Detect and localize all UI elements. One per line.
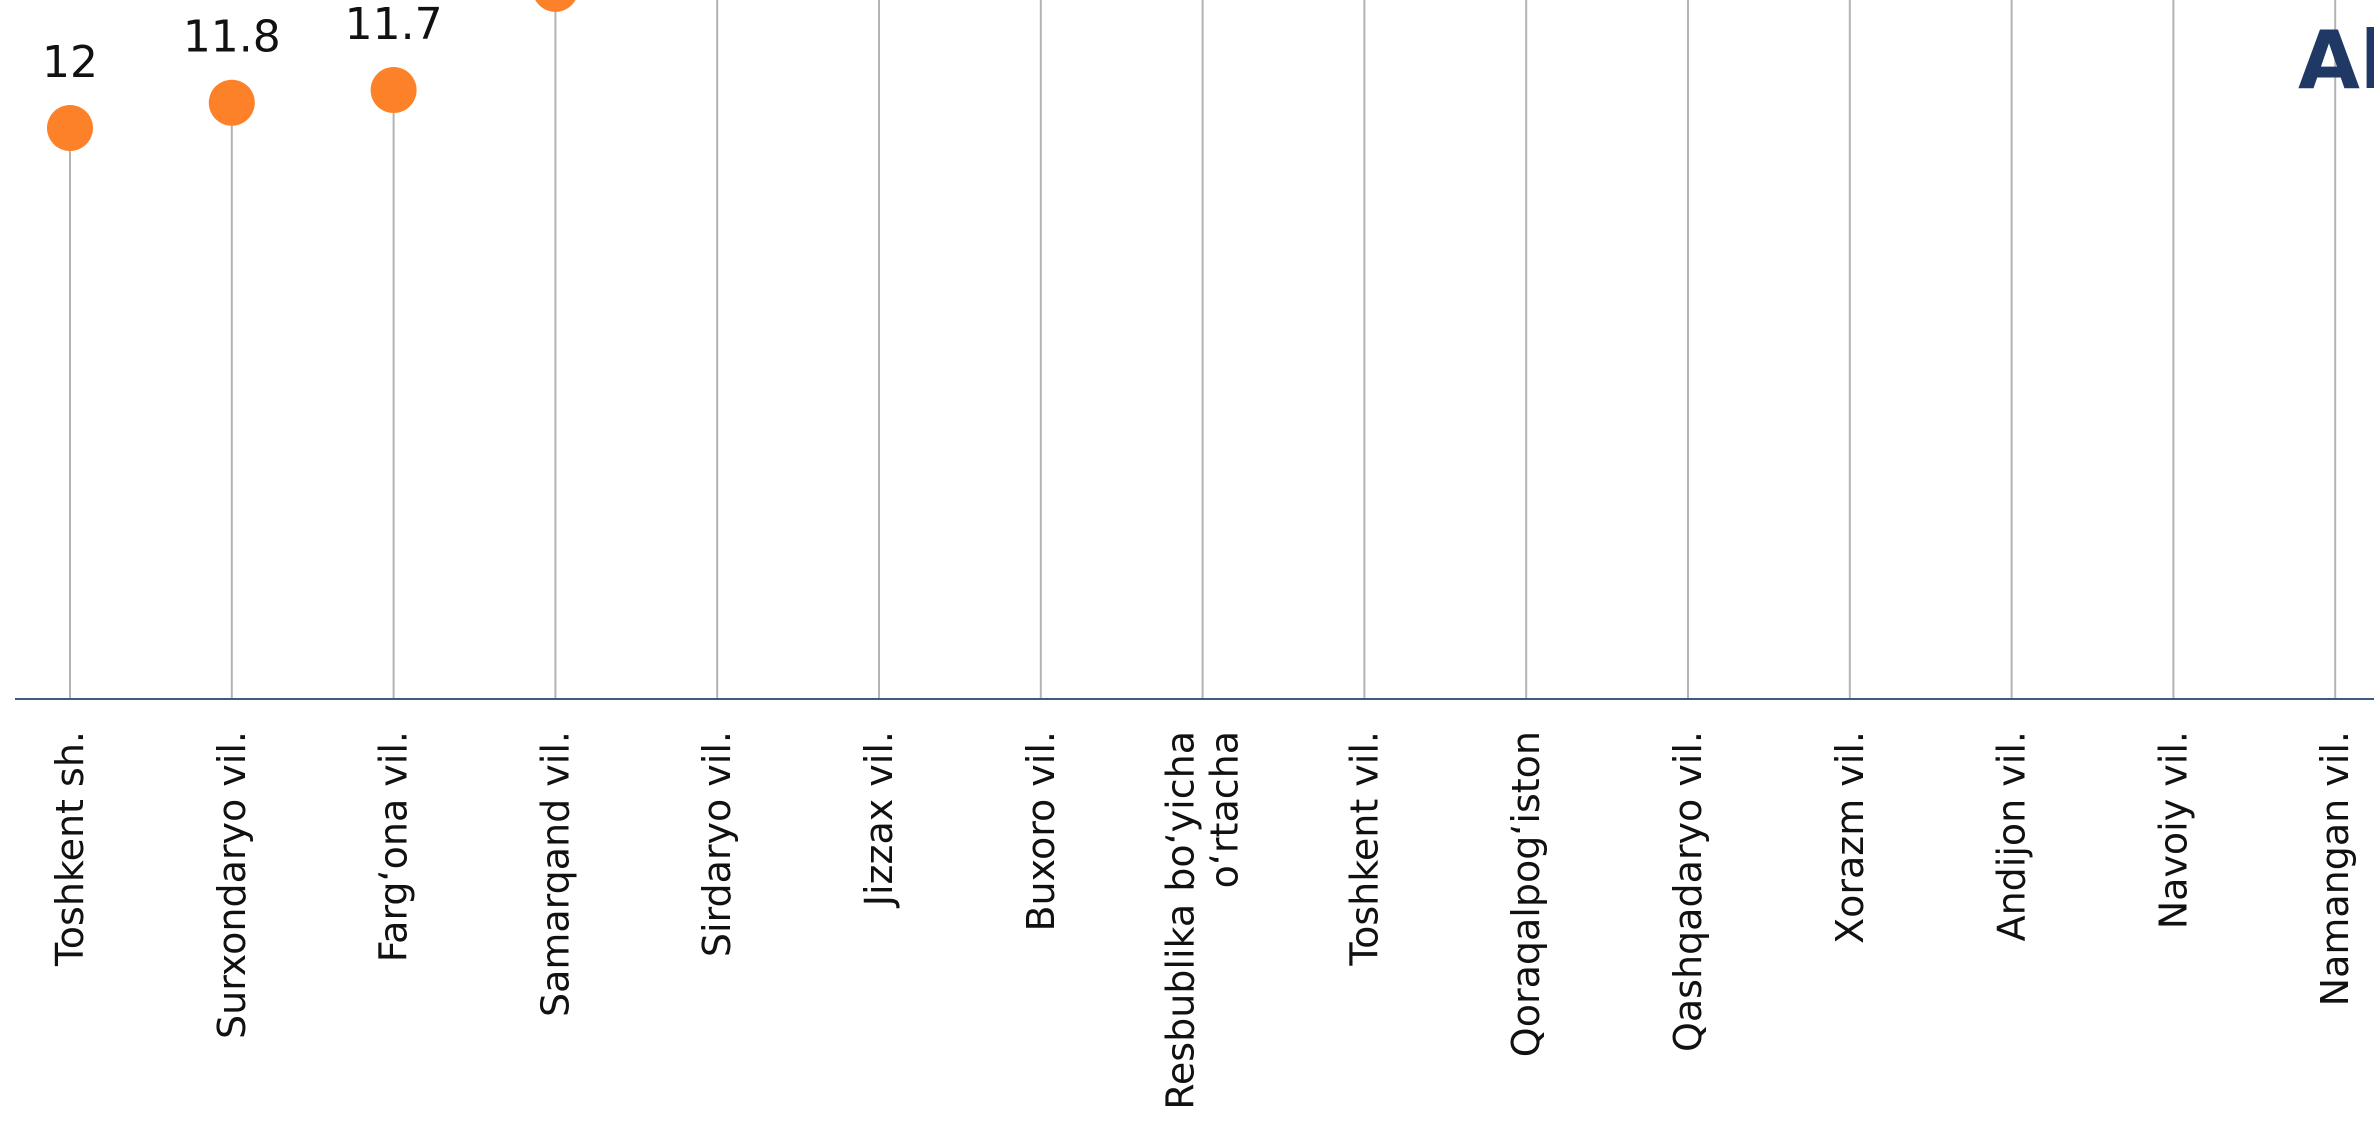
category-label: Sirdaryo vil.	[695, 731, 739, 957]
category-label-line: Surxondaryo vil.	[210, 731, 254, 1039]
category-label: Surxondaryo vil.	[210, 731, 254, 1039]
category-label-line: Resbublika bo‘yicha	[1159, 731, 1203, 1110]
data-label: 11.8	[183, 12, 281, 63]
category-label: Toshkent vil.	[1342, 731, 1386, 967]
category-label-line: Jizzax vil.	[857, 731, 901, 908]
category-label: Jizzax vil.	[857, 731, 901, 908]
category-label-line: Samarqand vil.	[533, 731, 577, 1017]
category-label: Samarqand vil.	[533, 731, 577, 1017]
category-label: Navoiy vil.	[2151, 731, 2195, 929]
lollipop-point	[208, 79, 255, 126]
category-label-line: Namangan vil.	[2313, 731, 2357, 1006]
category-label: Buxoro vil.	[1019, 731, 1063, 932]
lollipop-point	[47, 105, 93, 151]
category-label-line: Xorazm vil.	[1828, 731, 1872, 944]
category-label-line: Farg‘ona vil.	[372, 731, 416, 962]
category-label: Farg‘ona vil.	[372, 731, 416, 962]
data-label: 11.7	[345, 0, 443, 50]
category-label: Namangan vil.	[2313, 731, 2357, 1006]
data-label: 12	[42, 37, 98, 88]
category-label-line: Toshkent sh.	[48, 731, 92, 967]
chart-marks: 12 Toshkent sh. 11.8 Surxondaryo vil. 11.7 Fa…	[42, 0, 2357, 1110]
category-label-line: Navoiy vil.	[2151, 731, 2195, 929]
category-label-line: Qashqadaryo vil.	[1666, 731, 1710, 1052]
category-label: Toshkent sh.	[48, 731, 92, 967]
category-label-line: Qoraqalpog‘iston	[1504, 731, 1548, 1057]
lollipop-point	[535, 0, 576, 12]
category-label-line: Andijon vil.	[1990, 731, 2034, 941]
category-label: Andijon vil.	[1990, 731, 2034, 941]
category-label: Xorazm vil.	[1828, 731, 1872, 944]
category-label-line: Toshkent vil.	[1342, 731, 1386, 967]
category-label: Qashqadaryo vil.	[1666, 731, 1710, 1052]
category-label: Resbublika bo‘yichao‘rtacha	[1159, 731, 1247, 1110]
lollipop-point	[370, 67, 417, 114]
chart-title-fragment: Ah	[2298, 14, 2374, 107]
category-label-line: Sirdaryo vil.	[695, 731, 739, 957]
category-label: Qoraqalpog‘iston	[1504, 731, 1548, 1057]
category-label-line: Buxoro vil.	[1019, 731, 1063, 932]
category-label-line: o‘rtacha	[1203, 731, 1247, 888]
